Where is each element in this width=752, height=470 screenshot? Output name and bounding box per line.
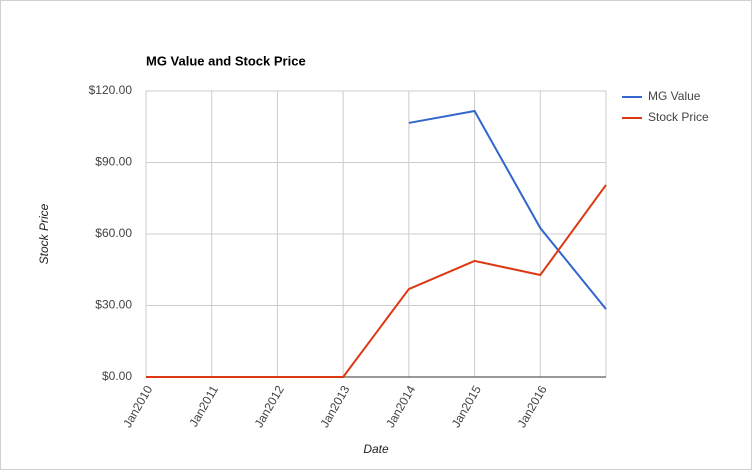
y-tick-label: $60.00 <box>95 226 132 240</box>
series-line <box>408 109 607 310</box>
series-line <box>146 184 607 378</box>
y-axis-title: Stock Price <box>37 203 51 264</box>
legend-label: MG Value <box>648 89 701 103</box>
y-tick-label: $30.00 <box>95 298 132 312</box>
legend-label: Stock Price <box>648 110 709 124</box>
y-tick-label: $0.00 <box>102 369 132 383</box>
x-axis-title: Date <box>363 442 389 456</box>
y-tick-label: $90.00 <box>95 155 132 169</box>
y-tick-label: $120.00 <box>89 83 133 97</box>
chart-title: MG Value and Stock Price <box>146 53 306 68</box>
